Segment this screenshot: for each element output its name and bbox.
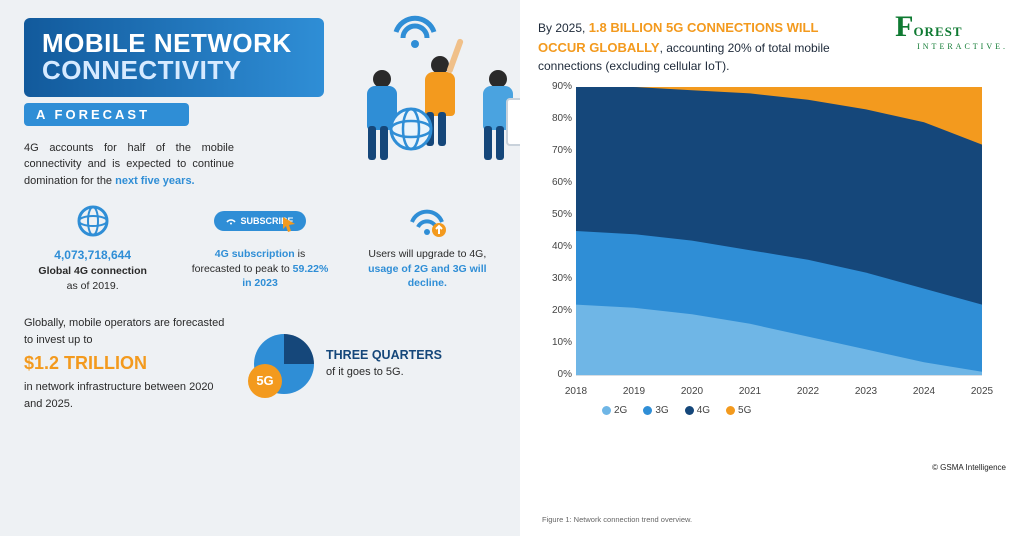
legend-item-5G: 5G: [726, 405, 751, 416]
stat-subscription: SUBSCRIBE 4G subscription is forecasted …: [191, 197, 328, 293]
invest-text: Globally, mobile operators are forecaste…: [24, 315, 234, 412]
stat2-a: 4G subscription: [215, 248, 295, 260]
xtick: 2025: [971, 386, 993, 397]
title-block: MOBILE NETWORK CONNECTIVITY: [24, 18, 324, 97]
pie-5g-label: 5G: [248, 364, 282, 398]
ytick: 20%: [542, 305, 572, 316]
hero-text: 4G accounts for half of the mobile conne…: [24, 140, 234, 190]
headline-lead: By 2025,: [538, 21, 589, 35]
stat1-number: 4,073,718,644: [24, 247, 161, 264]
title-line1: MOBILE NETWORK: [42, 28, 292, 58]
wifi-icon: [390, 8, 440, 48]
xtick: 2021: [739, 386, 761, 397]
logo-f: F: [895, 10, 913, 43]
globe-small-icon: [24, 197, 161, 245]
xtick: 2022: [797, 386, 819, 397]
stat1-line1: Global 4G connection: [38, 265, 147, 277]
left-panel: MOBILE NETWORK CONNECTIVITY A FORECAST 4…: [0, 0, 520, 536]
ytick: 50%: [542, 209, 572, 220]
xtick: 2019: [623, 386, 645, 397]
invest-big: $1.2 TRILLION: [24, 350, 234, 377]
xtick: 2024: [913, 386, 935, 397]
hero-text-hl: next five years.: [115, 175, 195, 187]
subtitle: A FORECAST: [24, 103, 189, 126]
people-illustration: [342, 12, 496, 182]
chart-wrap: 0%10%20%30%40%50%60%70%80%90%20182019202…: [542, 87, 1006, 416]
credit: © GSMA Intelligence: [932, 463, 1006, 472]
hero-row: MOBILE NETWORK CONNECTIVITY A FORECAST 4…: [24, 18, 496, 189]
stat3-a: Users will upgrade to 4G,: [368, 248, 486, 260]
stats-row: 4,073,718,644 Global 4G connection as of…: [24, 197, 496, 293]
ytick: 10%: [542, 337, 572, 348]
bottom-row: Globally, mobile operators are forecaste…: [24, 315, 496, 412]
ytick: 40%: [542, 241, 572, 252]
stat-4g-connections: 4,073,718,644 Global 4G connection as of…: [24, 197, 161, 293]
swatch-3G: [643, 406, 652, 415]
ytick: 60%: [542, 177, 572, 188]
legend-item-2G: 2G: [602, 405, 627, 416]
wifi-small-icon: [226, 217, 236, 225]
wifi-up-icon: [359, 197, 496, 245]
pie-text: THREE QUARTERS of it goes to 5G.: [326, 347, 442, 380]
stat-upgrade: Users will upgrade to 4G, usage of 2G an…: [359, 197, 496, 293]
title: MOBILE NETWORK CONNECTIVITY: [42, 30, 306, 85]
swatch-2G: [602, 406, 611, 415]
globe-icon: [388, 106, 434, 152]
pie-tq: THREE QUARTERS: [326, 347, 442, 365]
pie-rest: of it goes to 5G.: [326, 366, 404, 378]
title-column: MOBILE NETWORK CONNECTIVITY A FORECAST 4…: [24, 18, 324, 189]
area-chart: 0%10%20%30%40%50%60%70%80%90%20182019202…: [542, 87, 982, 397]
xtick: 2020: [681, 386, 703, 397]
ytick: 0%: [542, 369, 572, 380]
gridline: [576, 375, 982, 376]
stat1-line2: as of 2019.: [67, 280, 119, 292]
figure-caption: Figure 1: Network connection trend overv…: [542, 515, 692, 524]
ytick: 70%: [542, 145, 572, 156]
legend: 2G 3G 4G 5G: [602, 405, 1006, 416]
cursor-icon: [281, 215, 297, 233]
subscribe-icon: SUBSCRIBE: [191, 197, 328, 245]
right-panel: FOREST INTERACTIVE. By 2025, 1.8 BILLION…: [520, 0, 1024, 536]
invest-b: in network infrastructure between 2020 a…: [24, 381, 214, 410]
swatch-4G: [685, 406, 694, 415]
legend-item-4G: 4G: [685, 405, 710, 416]
xtick: 2018: [565, 386, 587, 397]
pie-block: 5G THREE QUARTERS of it goes to 5G.: [254, 334, 442, 394]
invest-a: Globally, mobile operators are forecaste…: [24, 317, 224, 346]
logo-rest: OREST: [913, 24, 962, 39]
headline: By 2025, 1.8 BILLION 5G CONNECTIONS WILL…: [538, 18, 858, 75]
swatch-5G: [726, 406, 735, 415]
pie-chart: 5G: [254, 334, 314, 394]
ytick: 90%: [542, 81, 572, 92]
stat3-b: usage of 2G and 3G will decline.: [368, 263, 486, 290]
legend-item-3G: 3G: [643, 405, 668, 416]
forest-logo: FOREST INTERACTIVE.: [895, 10, 1008, 51]
ytick: 80%: [542, 113, 572, 124]
ytick: 30%: [542, 273, 572, 284]
xtick: 2023: [855, 386, 877, 397]
logo-sub: INTERACTIVE.: [917, 42, 1008, 51]
title-line2: CONNECTIVITY: [42, 55, 242, 85]
